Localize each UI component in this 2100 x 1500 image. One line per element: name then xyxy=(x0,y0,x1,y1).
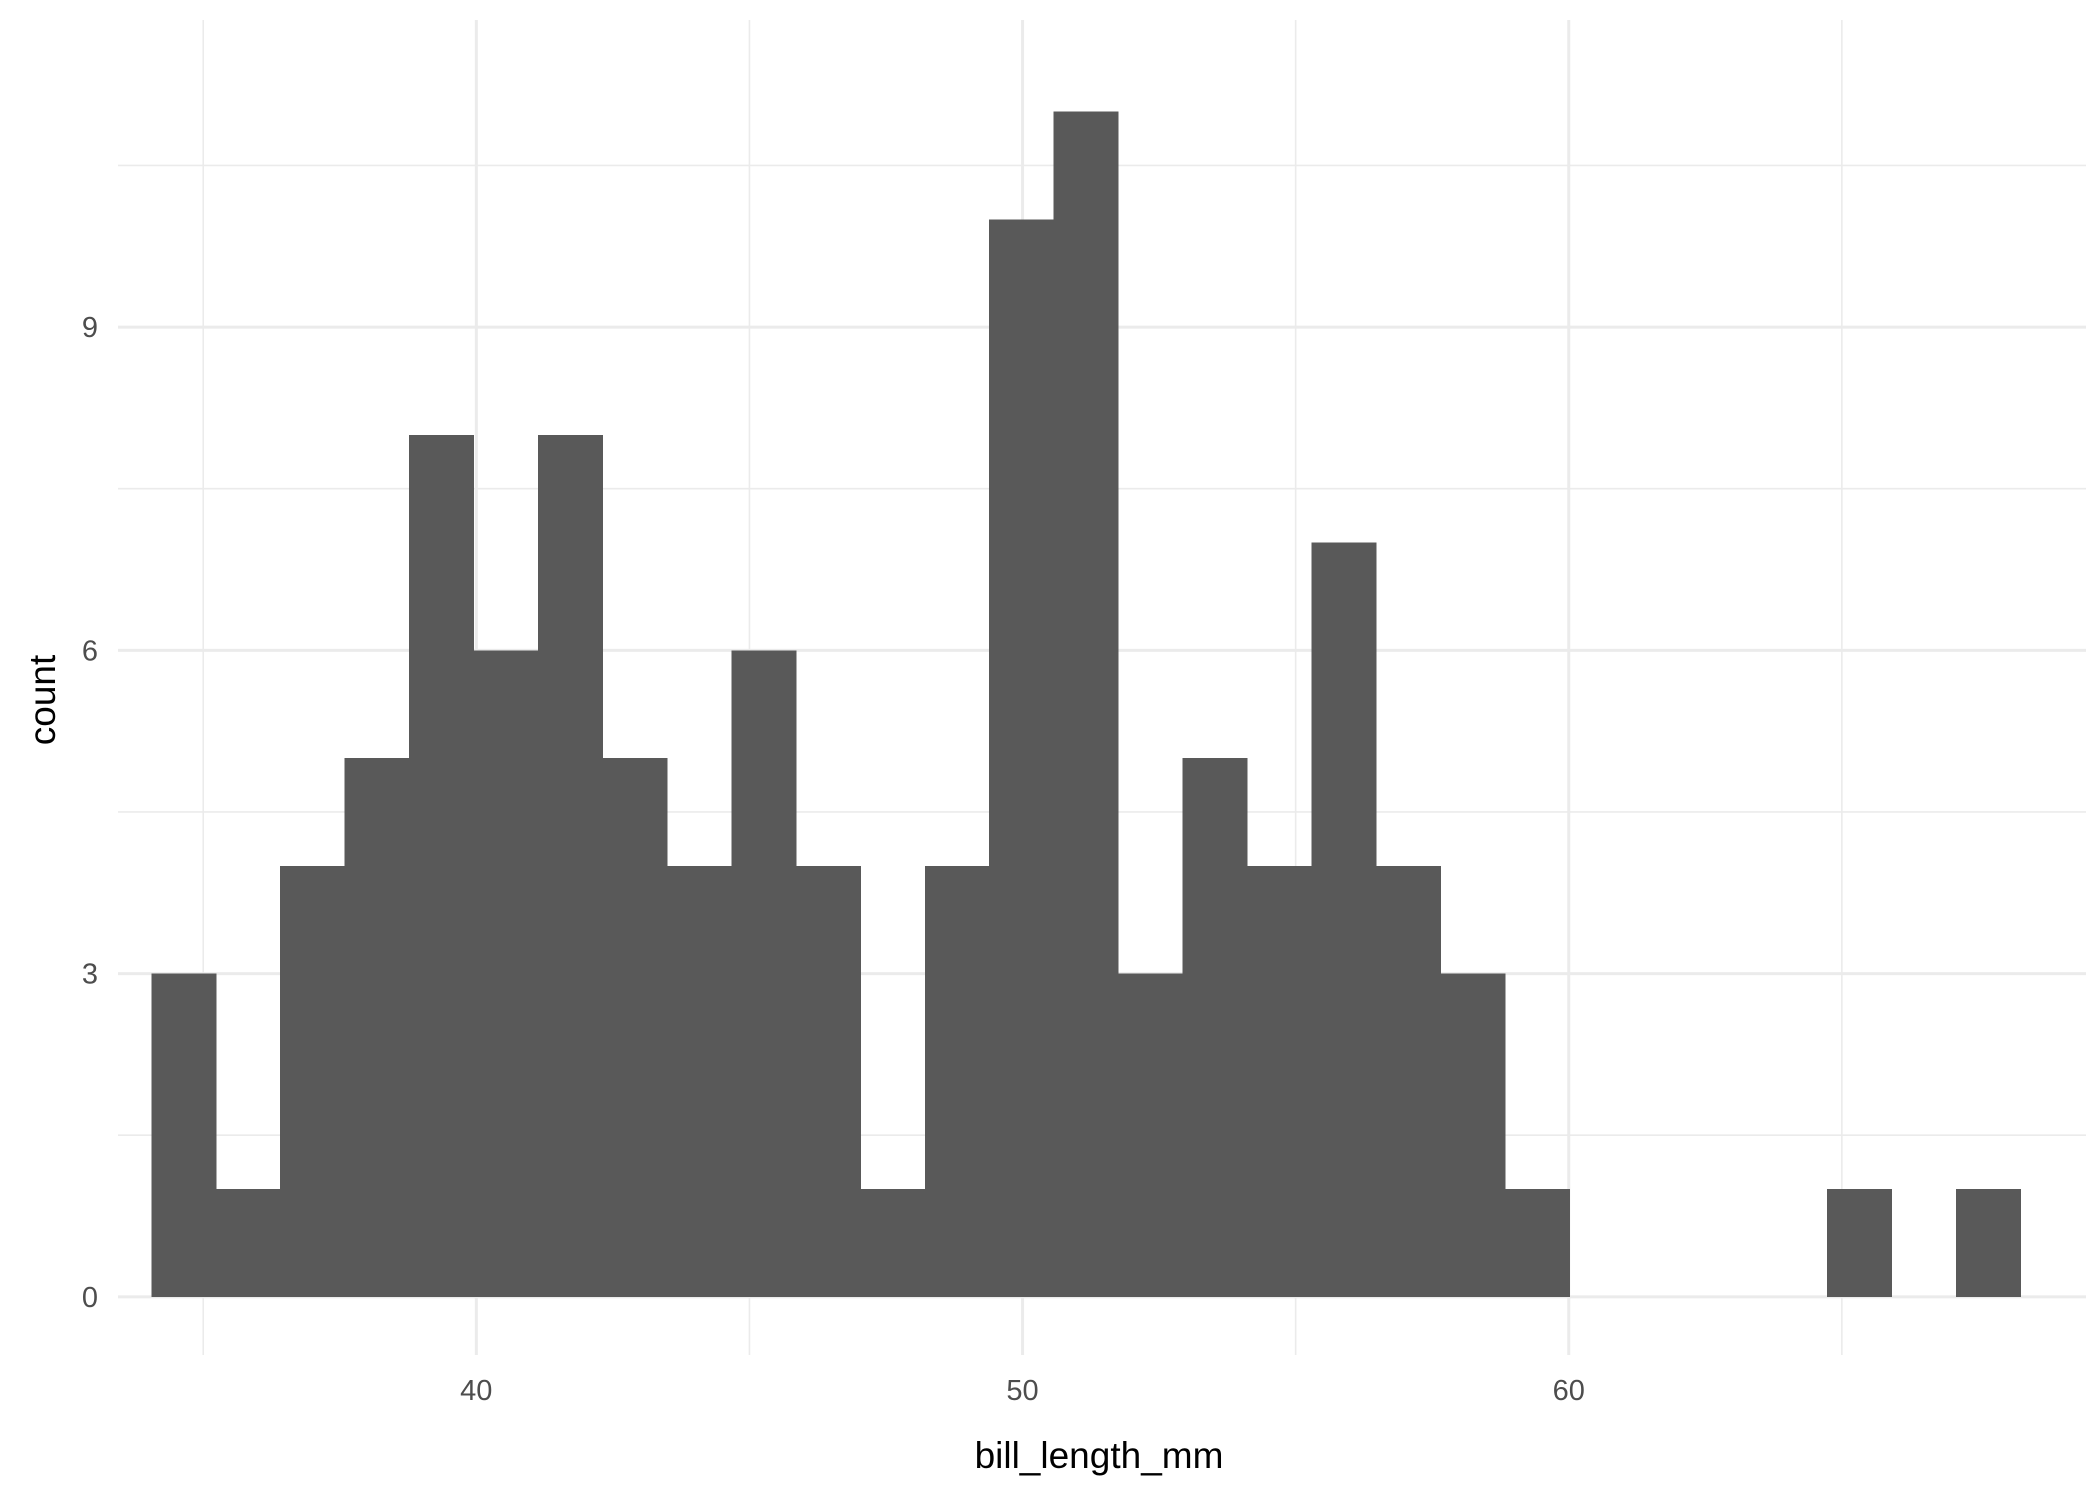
histogram-bar xyxy=(473,650,539,1297)
histogram-bar xyxy=(215,1189,281,1297)
y-tick-label: 0 xyxy=(82,1282,98,1314)
histogram-bar xyxy=(1504,1189,1570,1297)
y-tick-label: 6 xyxy=(82,635,98,667)
bars xyxy=(151,111,2022,1297)
y-tick-label: 3 xyxy=(82,959,98,991)
histogram-bar xyxy=(151,973,217,1297)
histogram-bar xyxy=(989,219,1055,1297)
x-axis-title: bill_length_mm xyxy=(975,1435,1224,1476)
y-tick-label: 9 xyxy=(82,312,98,344)
histogram-bar xyxy=(602,758,668,1297)
histogram-bar xyxy=(1375,865,1441,1297)
histogram-bar xyxy=(1956,1189,2022,1297)
histogram-bar xyxy=(731,650,797,1297)
histogram-bar xyxy=(860,1189,926,1297)
histogram-bar xyxy=(924,865,990,1297)
histogram-bar xyxy=(538,434,604,1297)
histogram-bar xyxy=(1247,865,1313,1297)
histogram-bar xyxy=(344,758,410,1297)
histogram-bar xyxy=(1053,111,1119,1297)
histogram-bar xyxy=(1440,973,1506,1297)
x-tick-label: 40 xyxy=(460,1375,492,1407)
histogram-bar xyxy=(280,865,346,1297)
x-tick-label: 60 xyxy=(1553,1375,1585,1407)
histogram-bar xyxy=(666,865,732,1297)
tick-labels: 40 50 60 0 3 6 9 xyxy=(82,312,1585,1407)
histogram-bar xyxy=(1827,1189,1893,1297)
x-tick-label: 50 xyxy=(1006,1375,1038,1407)
histogram-bar xyxy=(1311,542,1377,1297)
histogram-bar xyxy=(409,434,475,1297)
histogram-bar xyxy=(795,865,861,1297)
histogram-bar xyxy=(1118,973,1184,1297)
y-axis-title: count xyxy=(22,654,63,745)
histogram-bar xyxy=(1182,758,1248,1297)
